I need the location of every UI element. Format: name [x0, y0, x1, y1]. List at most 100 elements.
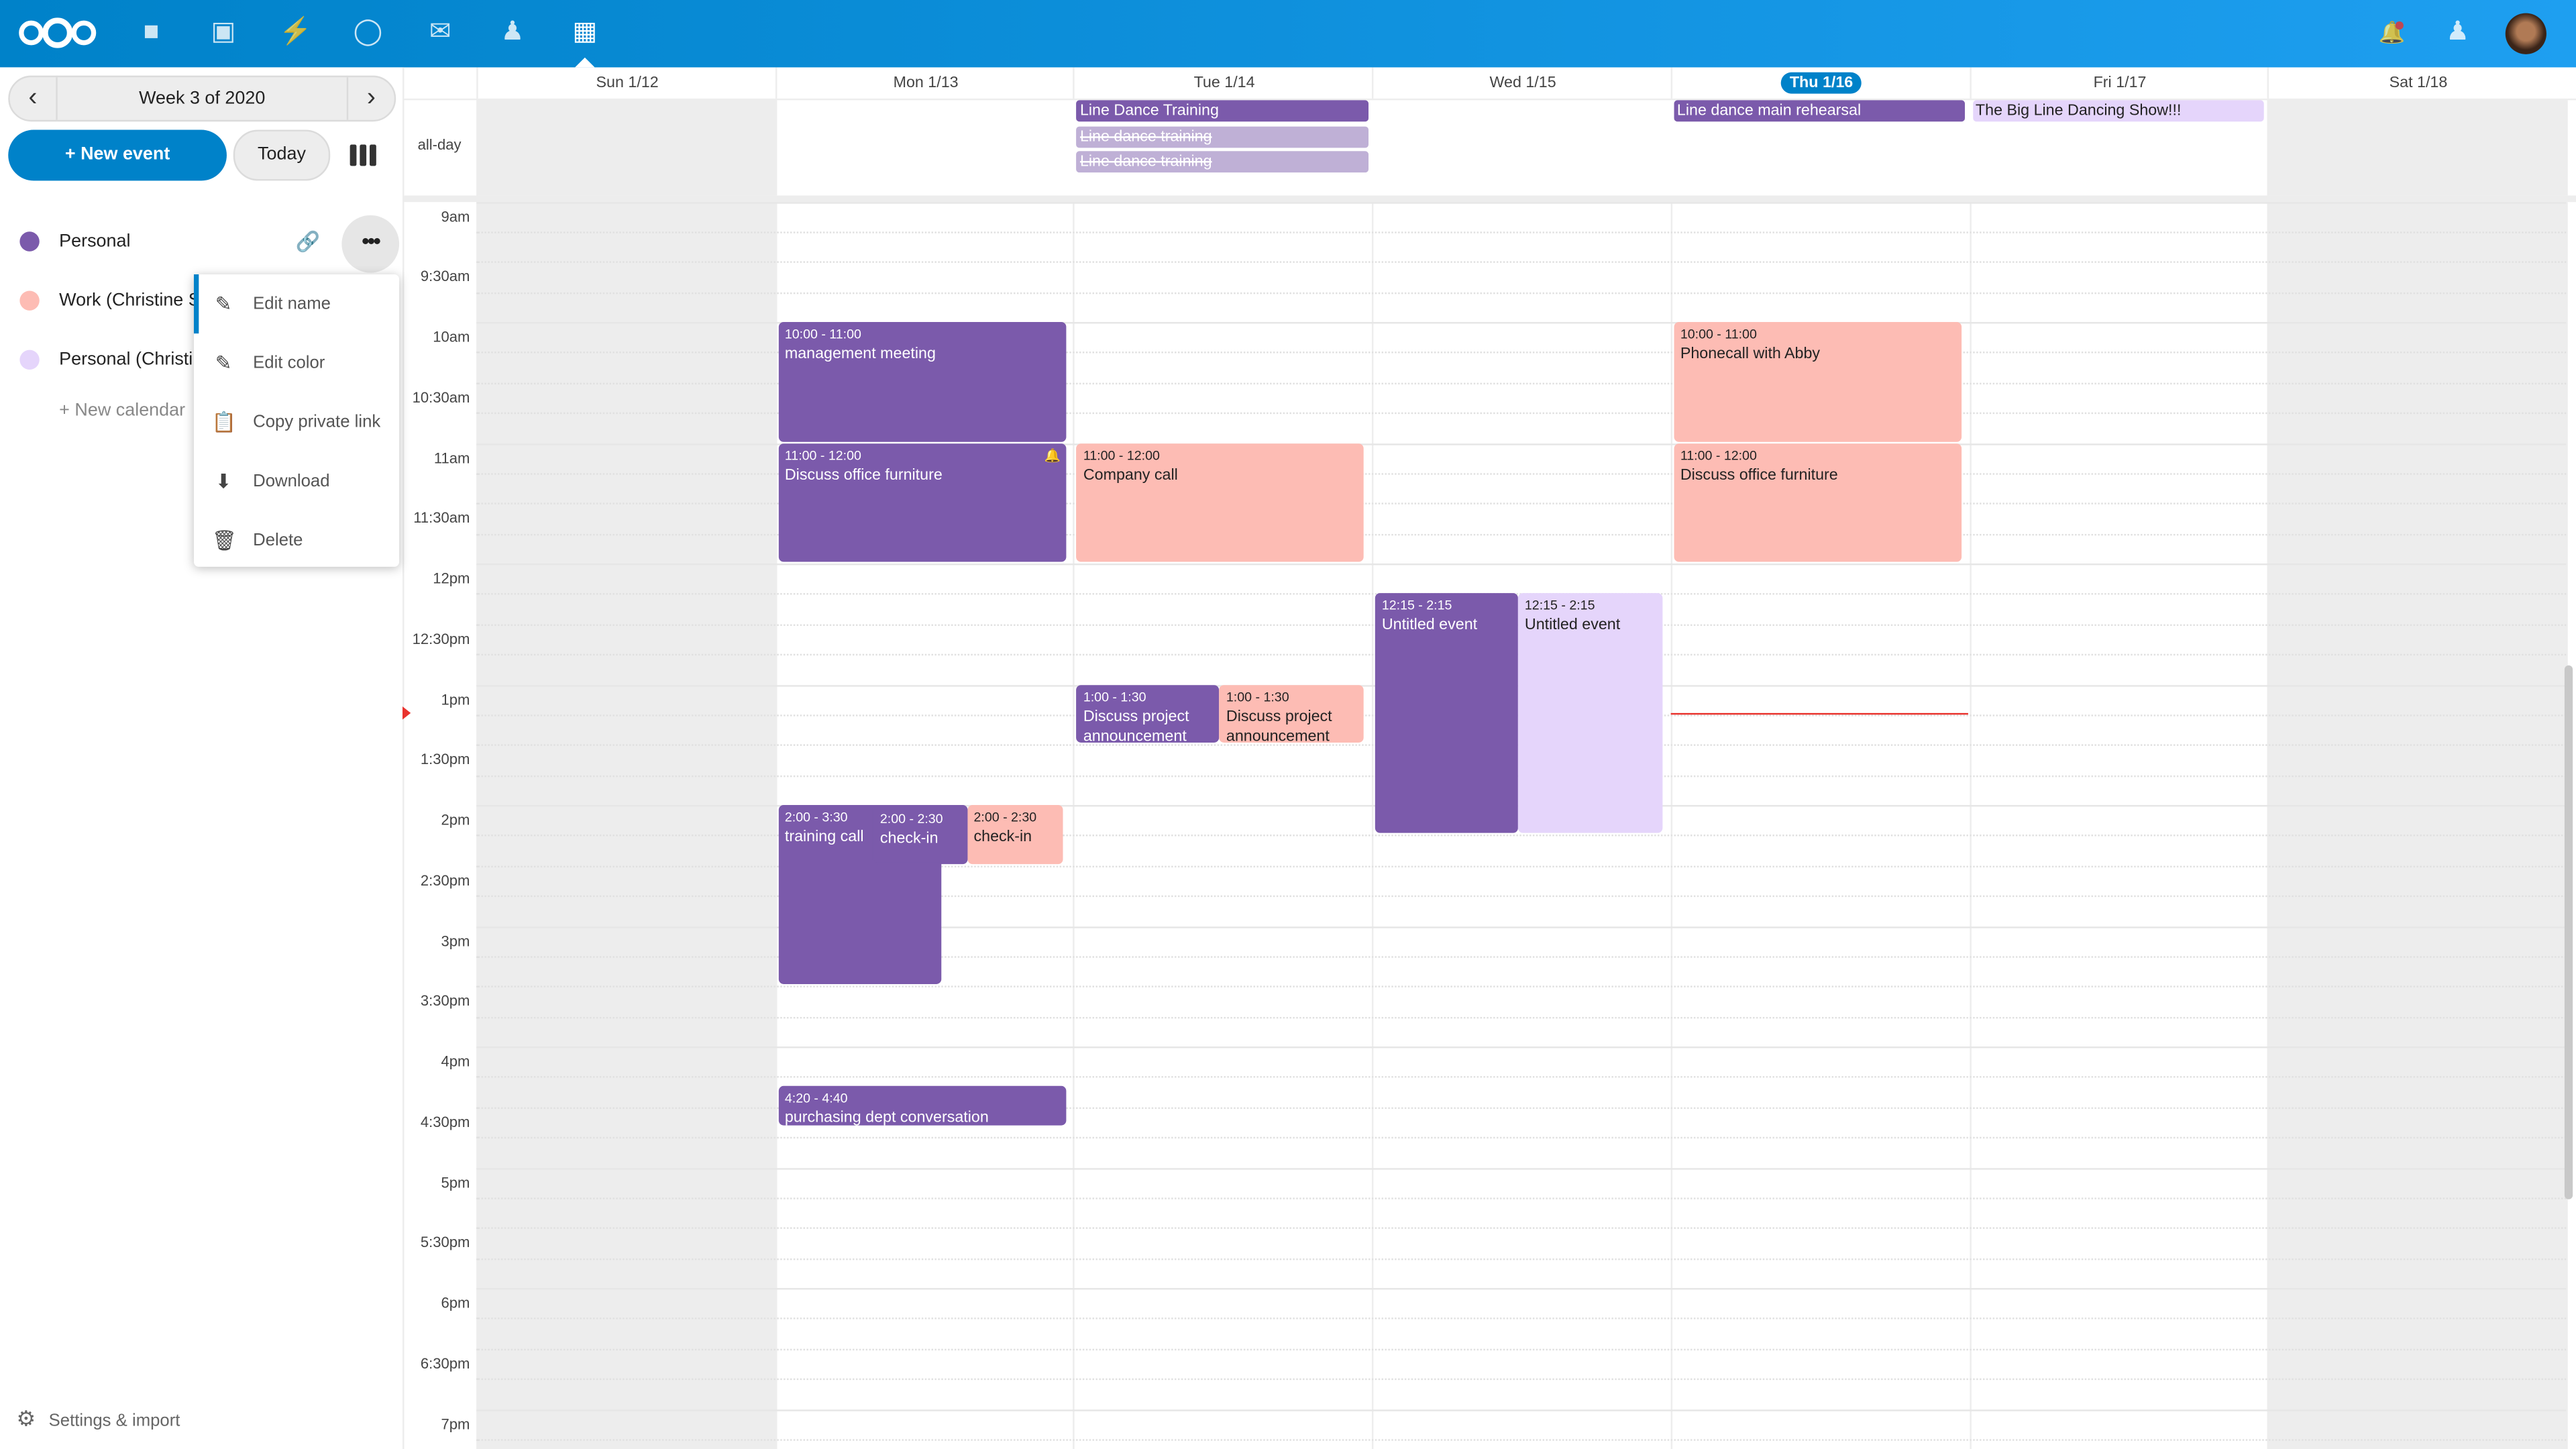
grid-line [476, 1228, 2567, 1230]
contacts-menu-icon[interactable]: ♟ [2446, 17, 2470, 46]
view-switcher-icon[interactable] [350, 144, 376, 166]
time-label: 11am [433, 449, 470, 466]
event[interactable]: 10:00 - 11:00 management meeting [778, 322, 1066, 441]
top-bar: ■ ▣ ⚡ ◯ ✉ ♟ ▦ 🔔 ♟ [0, 0, 2576, 68]
menu-label: Download [253, 471, 330, 492]
day-column[interactable] [1372, 201, 1672, 1449]
calendar-item-personal[interactable]: Personal 🔗 [0, 212, 402, 271]
previous-week-button[interactable]: ‹ [28, 83, 38, 112]
time-label: 12pm [433, 570, 470, 587]
day-header[interactable]: Wed 1/15 [1372, 67, 1672, 99]
event[interactable]: 4:20 - 4:40 purchasing dept conversation [778, 1086, 1066, 1126]
event-title: purchasing dept conversation [784, 1110, 989, 1126]
day-column[interactable] [775, 201, 1075, 1449]
day-header[interactable]: Sat 1/18 [2267, 67, 2567, 99]
calendar-name: Personal (Christine Schott) [59, 350, 194, 370]
event[interactable]: 10:00 - 11:00 Phonecall with Abby [1674, 322, 1962, 441]
grid-line [476, 1409, 2567, 1411]
event[interactable]: 11:00 - 12:00 Discuss office furniture [1674, 443, 1962, 562]
event-time: 10:00 - 11:00 [1680, 327, 1757, 342]
allday-event[interactable]: Line Dance Training [1077, 100, 1369, 122]
event[interactable]: 11:00 - 12:00 Company call [1077, 443, 1364, 562]
allday-event[interactable]: Line dance main rehearsal [1674, 100, 1966, 122]
time-label: 4:30pm [420, 1113, 470, 1130]
allday-row [402, 98, 2576, 197]
event-time: 11:00 - 12:00 [1083, 447, 1160, 463]
menu-label: Copy private link [253, 412, 381, 433]
event[interactable]: 12:15 - 2:15 Untitled event [1375, 594, 1519, 834]
week-label[interactable]: Week 3 of 2020 [56, 77, 349, 120]
calendar-actions-button[interactable]: ••• [341, 215, 400, 273]
day-column[interactable] [1670, 201, 1970, 1449]
alarm-bell-icon: 🔔 [1044, 447, 1061, 463]
share-link-icon[interactable]: 🔗 [295, 229, 321, 254]
active-app-indicator [575, 57, 595, 68]
time-label: 10:30am [412, 388, 470, 406]
week-navigator: ‹ Week 3 of 2020 › [8, 75, 396, 122]
day-header[interactable]: Sun 1/12 [476, 67, 776, 99]
event-time: 2:00 - 2:30 [879, 811, 943, 826]
pencil-icon: ✎ [215, 292, 232, 316]
calendar-icon[interactable]: ▦ [572, 17, 598, 46]
event[interactable]: 11:00 - 12:00 Discuss office furniture 🔔 [778, 443, 1066, 562]
grid-line [476, 1379, 2567, 1381]
current-time-indicator [402, 706, 411, 719]
allday-event[interactable]: Line dance training [1077, 151, 1369, 173]
new-event-button[interactable]: + New event [8, 129, 227, 181]
allday-event[interactable]: The Big Line Dancing Show!!! [1972, 100, 2265, 122]
menu-item-edit-name[interactable]: ✎ Edit name [193, 274, 399, 334]
settings-label: Settings & import [48, 1411, 180, 1432]
menu-item-delete[interactable]: 🗑 Delete [194, 511, 399, 570]
event[interactable]: 2:00 - 2:30 check-in [967, 805, 1063, 864]
menu-label: Edit color [253, 353, 325, 373]
day-column[interactable] [476, 201, 777, 1449]
time-label: 1:30pm [420, 751, 470, 768]
grid-line [476, 835, 2567, 837]
event-title: Untitled event [1381, 616, 1478, 635]
day-column[interactable] [1073, 201, 1373, 1449]
allday-event[interactable]: Line dance training [1077, 125, 1369, 148]
calendar-item-work[interactable]: Work (Christine Schott) [0, 271, 402, 330]
event-time: 2:00 - 2:30 [973, 810, 1037, 825]
event-time: 4:20 - 4:40 [784, 1091, 848, 1107]
allday-divider [402, 195, 2576, 203]
grid-line [476, 1077, 2567, 1079]
menu-item-copy-private-link[interactable]: 📋 Copy private link [194, 392, 399, 451]
next-week-button[interactable]: › [366, 83, 376, 112]
event[interactable]: 1:00 - 1:30 Discuss project announcement [1220, 684, 1364, 743]
talk-icon[interactable]: ◯ [353, 17, 383, 46]
scrollbar[interactable] [2564, 665, 2573, 1199]
event-time: 12:15 - 2:15 [1381, 598, 1452, 614]
day-header[interactable]: Thu 1/16 [1670, 67, 1970, 99]
activity-icon[interactable]: ⚡ [279, 17, 313, 46]
clipboard-icon: 📋 [211, 411, 237, 434]
day-column[interactable] [1969, 201, 2269, 1449]
gear-icon: ⚙ [16, 1406, 36, 1432]
notifications-icon[interactable]: 🔔 [2378, 19, 2406, 45]
new-calendar-button[interactable]: + New calendar [59, 400, 186, 421]
nextcloud-logo[interactable] [16, 16, 98, 49]
time-label: 3:30pm [420, 992, 470, 1010]
mail-icon[interactable]: ✉ [429, 17, 451, 46]
time-label: 2:30pm [420, 871, 470, 889]
contacts-icon[interactable]: ♟ [500, 17, 525, 46]
photos-icon[interactable]: ▣ [211, 17, 236, 46]
menu-item-edit-color[interactable]: ✎ Edit color [194, 333, 399, 392]
event[interactable]: 12:15 - 2:15 Untitled event [1518, 594, 1663, 834]
day-column[interactable] [2267, 201, 2568, 1449]
day-header[interactable]: Fri 1/17 [1969, 67, 2269, 99]
grid-line [476, 896, 2567, 898]
event[interactable]: 1:00 - 1:30 Discuss project announcement [1077, 684, 1220, 743]
day-header[interactable]: Mon 1/13 [775, 67, 1075, 99]
event[interactable]: 2:00 - 2:30 check-in [871, 805, 967, 864]
settings-button[interactable]: ⚙ Settings & import [16, 1406, 180, 1432]
current-time-line [1670, 712, 1970, 714]
today-button[interactable]: Today [233, 129, 331, 181]
calendar-item-personal-shared[interactable]: Personal (Christine Schott) [0, 330, 402, 389]
files-icon[interactable]: ■ [143, 17, 160, 46]
day-header[interactable]: Tue 1/14 [1073, 67, 1373, 99]
pencil-icon: ✎ [215, 352, 232, 375]
avatar[interactable] [2505, 13, 2546, 54]
menu-item-download[interactable]: ⬇ Download [194, 451, 399, 511]
sidebar: ‹ Week 3 of 2020 › + New event Today Per… [0, 67, 405, 1449]
